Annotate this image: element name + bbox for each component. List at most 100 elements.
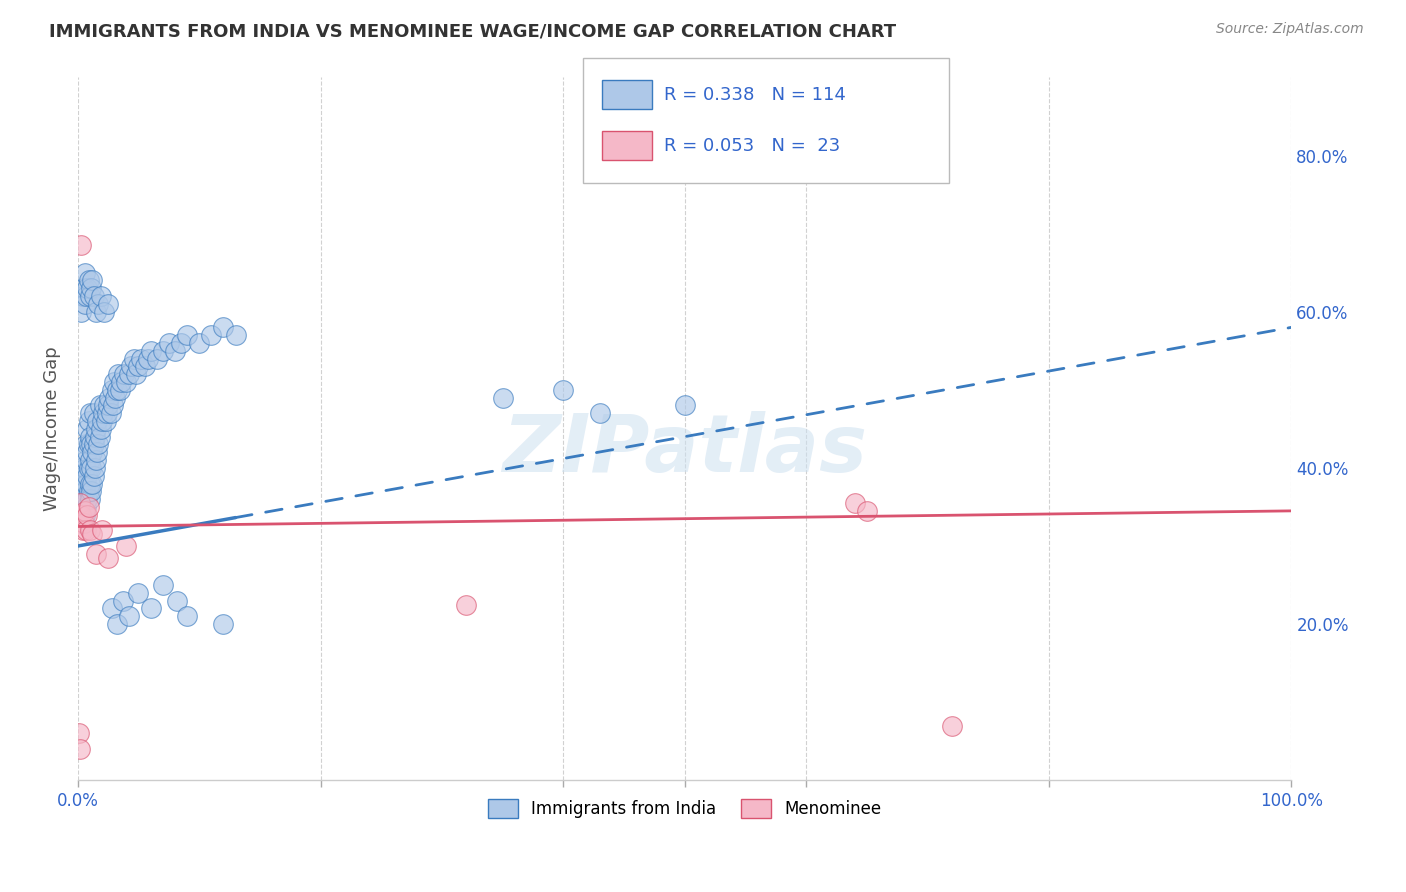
Point xyxy=(200,328,222,343)
Point xyxy=(90,289,112,303)
Point xyxy=(96,406,118,420)
Point xyxy=(152,578,174,592)
Point xyxy=(79,492,101,507)
Point xyxy=(98,391,121,405)
Point xyxy=(129,351,152,366)
Point xyxy=(855,504,877,518)
Point xyxy=(127,586,149,600)
Point xyxy=(76,508,98,522)
Point xyxy=(75,500,97,514)
Point xyxy=(70,304,93,318)
Point xyxy=(84,304,107,318)
Point xyxy=(941,718,963,732)
Point xyxy=(83,437,105,451)
Point xyxy=(86,445,108,459)
Point xyxy=(67,508,90,522)
Point xyxy=(589,406,612,420)
Point xyxy=(120,359,142,374)
Point xyxy=(139,343,162,358)
Point xyxy=(94,414,117,428)
Point xyxy=(87,437,110,451)
Point xyxy=(73,492,96,507)
Point xyxy=(844,496,866,510)
Point xyxy=(89,399,111,413)
Text: R = 0.053   N =  23: R = 0.053 N = 23 xyxy=(664,137,839,155)
Point xyxy=(72,476,94,491)
Point xyxy=(73,516,96,530)
Point xyxy=(115,539,138,553)
Point xyxy=(97,297,120,311)
Point xyxy=(86,414,108,428)
Point xyxy=(76,422,98,436)
Point xyxy=(69,500,91,514)
Point xyxy=(89,430,111,444)
Point xyxy=(157,335,180,350)
Point xyxy=(79,453,101,467)
Point xyxy=(76,445,98,459)
Point xyxy=(110,375,132,389)
Point xyxy=(75,524,97,538)
Point xyxy=(80,484,103,499)
Point xyxy=(72,289,94,303)
Point xyxy=(75,461,97,475)
Point xyxy=(82,527,104,541)
Point xyxy=(90,422,112,436)
Point xyxy=(75,484,97,499)
Point xyxy=(79,289,101,303)
Point xyxy=(105,383,128,397)
Point xyxy=(82,445,104,459)
Point xyxy=(73,281,96,295)
Point xyxy=(134,359,156,374)
Point xyxy=(176,609,198,624)
Y-axis label: Wage/Income Gap: Wage/Income Gap xyxy=(44,346,60,511)
Point xyxy=(75,437,97,451)
Point xyxy=(145,351,167,366)
Point xyxy=(77,414,100,428)
Point xyxy=(75,266,97,280)
Point xyxy=(163,343,186,358)
Point xyxy=(69,742,91,756)
Point xyxy=(100,601,122,615)
Point xyxy=(91,406,114,420)
Point xyxy=(166,593,188,607)
Point xyxy=(83,461,105,475)
Point xyxy=(77,437,100,451)
Point xyxy=(118,368,141,382)
Point xyxy=(491,391,513,405)
Point xyxy=(75,508,97,522)
Point xyxy=(75,476,97,491)
Point xyxy=(67,726,90,740)
Point xyxy=(118,609,141,624)
Point xyxy=(93,304,115,318)
Point xyxy=(70,461,93,475)
Point xyxy=(79,524,101,538)
Point xyxy=(76,492,98,507)
Point xyxy=(107,368,129,382)
Point xyxy=(75,504,97,518)
Point xyxy=(84,422,107,436)
Point xyxy=(152,343,174,358)
Point xyxy=(77,500,100,514)
Point xyxy=(72,492,94,507)
Point xyxy=(100,406,122,420)
Point xyxy=(103,375,125,389)
Point xyxy=(176,328,198,343)
Point xyxy=(76,468,98,483)
Point xyxy=(79,476,101,491)
Point xyxy=(75,453,97,467)
Point xyxy=(75,297,97,311)
Point xyxy=(83,468,105,483)
Point xyxy=(122,351,145,366)
Point xyxy=(97,399,120,413)
Point xyxy=(84,453,107,467)
Point xyxy=(101,399,124,413)
Point xyxy=(87,297,110,311)
Point xyxy=(104,391,127,405)
Point xyxy=(127,359,149,374)
Point xyxy=(97,550,120,565)
Point xyxy=(225,328,247,343)
Point xyxy=(93,399,115,413)
Point xyxy=(75,289,97,303)
Point xyxy=(115,375,138,389)
Point xyxy=(79,430,101,444)
